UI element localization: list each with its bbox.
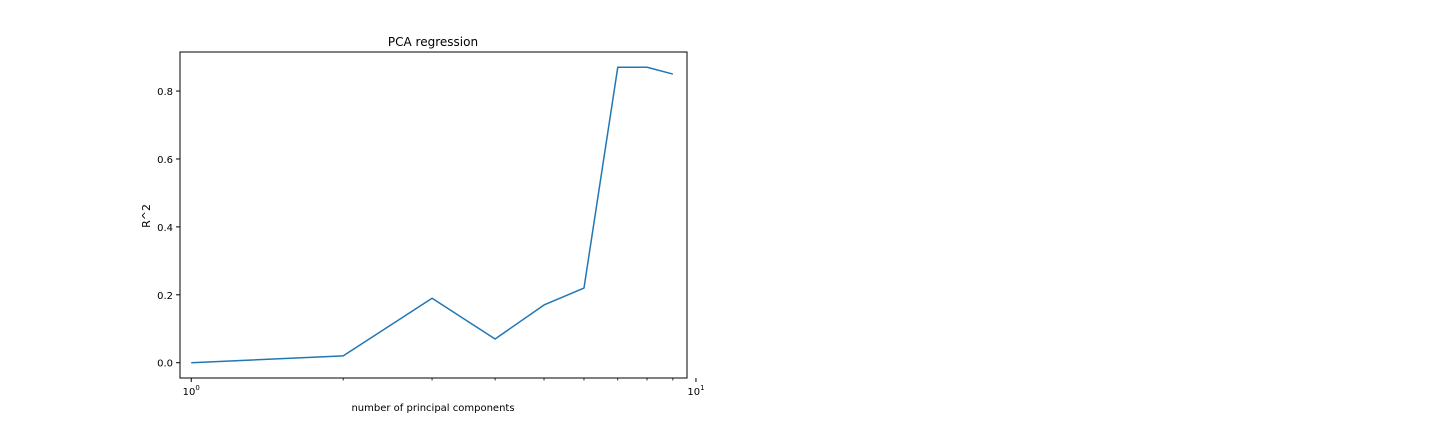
x-tick-label: 101	[687, 384, 704, 398]
series-line	[191, 66, 674, 364]
y-tick-label: 0.8	[157, 87, 173, 98]
y-tick-label: 0.6	[157, 155, 173, 166]
y-tick-label: 0.2	[157, 291, 173, 302]
y-axis-label: R^2	[140, 204, 153, 228]
plot-frame	[179, 51, 688, 379]
x-axis-label: number of principal components	[351, 403, 514, 414]
ticks: 0.0 0.2 0.4 0.6 0.8 100 101	[157, 87, 704, 398]
x-tick-label: 100	[183, 384, 200, 398]
y-tick-label: 0.4	[157, 223, 173, 234]
chart-title: PCA regression	[388, 35, 478, 49]
y-tick-label: 0.0	[157, 359, 173, 370]
series	[191, 66, 674, 364]
